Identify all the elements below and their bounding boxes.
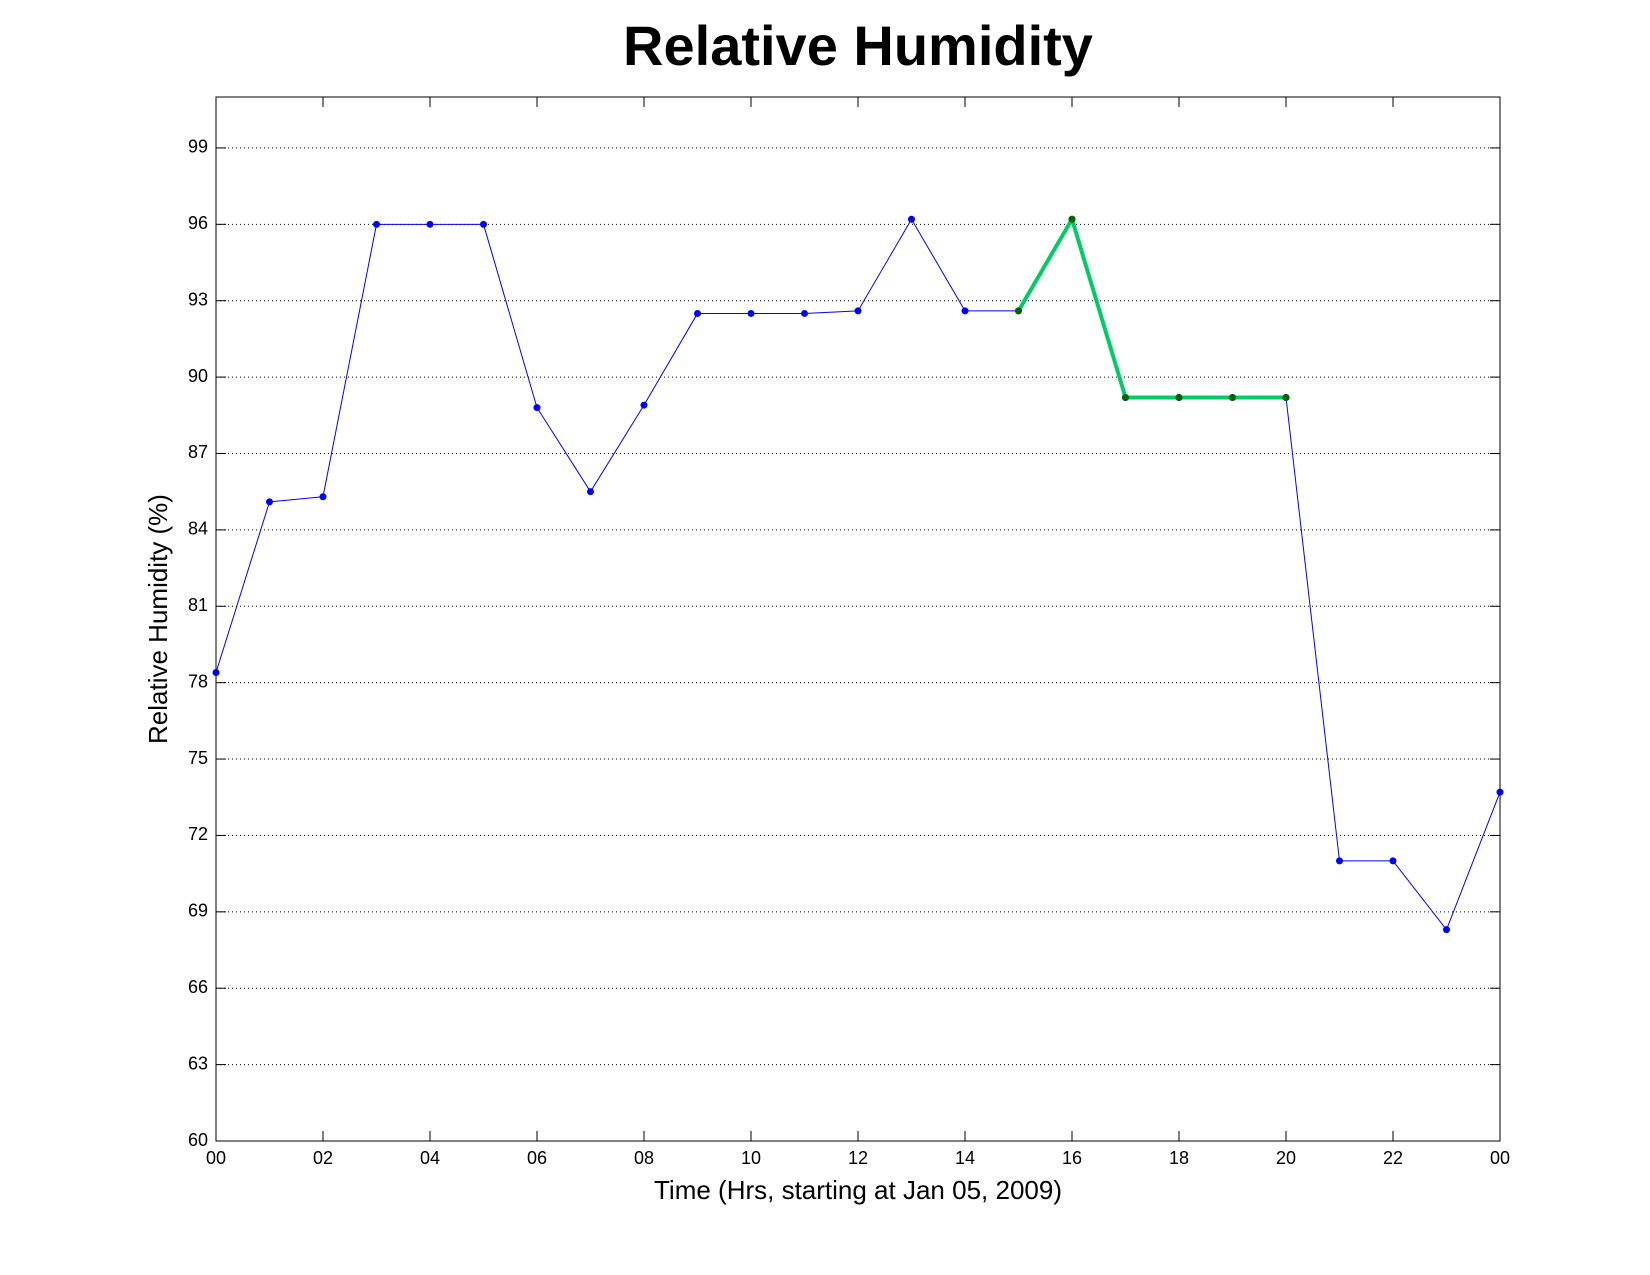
- x-tick-label: 22: [1383, 1148, 1403, 1168]
- data-point: [1122, 393, 1129, 401]
- data-point: [1389, 857, 1397, 865]
- y-tick-label: 96: [188, 213, 208, 233]
- x-tick-label: 08: [634, 1148, 654, 1168]
- data-point: [908, 215, 915, 223]
- y-tick-label: 87: [188, 442, 208, 462]
- data-point: [480, 220, 487, 228]
- x-tick-label: 02: [313, 1148, 333, 1168]
- y-tick-label: 75: [188, 748, 208, 768]
- data-point: [1229, 393, 1236, 401]
- data-point: [1496, 788, 1504, 796]
- data-point: [801, 309, 808, 317]
- data-point: [426, 220, 434, 228]
- data-point: [961, 307, 969, 315]
- x-tick-label: 06: [527, 1148, 547, 1168]
- y-tick-label: 78: [188, 671, 208, 691]
- x-axis-label: Time (Hrs, starting at Jan 05, 2009): [654, 1175, 1062, 1205]
- data-point: [587, 488, 594, 496]
- y-tick-label: 60: [188, 1130, 208, 1150]
- data-point: [373, 220, 380, 228]
- series-line: [1016, 217, 1286, 400]
- y-tick-label: 84: [188, 519, 208, 539]
- x-tick-label: 12: [848, 1148, 868, 1168]
- data-point: [747, 309, 755, 317]
- x-tick-label: 18: [1169, 1148, 1189, 1168]
- data-point: [640, 401, 648, 409]
- x-tick-label: 00: [206, 1148, 226, 1168]
- data-point: [1336, 857, 1343, 865]
- x-tick-label: 10: [741, 1148, 761, 1168]
- x-tick-label: 04: [420, 1148, 440, 1168]
- y-tick-label: 69: [188, 901, 208, 921]
- x-tick-label: 16: [1062, 1148, 1082, 1168]
- y-tick-label: 72: [188, 824, 208, 844]
- y-tick-label: 93: [188, 289, 208, 309]
- data-point: [1175, 393, 1183, 401]
- data-point: [533, 404, 541, 412]
- data-point: [266, 498, 273, 506]
- data-point: [1282, 393, 1290, 401]
- plot-frame: [215, 96, 1501, 1142]
- data-point: [1443, 926, 1450, 934]
- x-tick-label: 14: [955, 1148, 975, 1168]
- data-point: [1015, 307, 1022, 315]
- y-tick-label: 90: [188, 366, 208, 386]
- y-axis-label: Relative Humidity (%): [143, 494, 173, 744]
- y-tick-label: 63: [188, 1053, 208, 1073]
- y-tick-label: 99: [188, 137, 208, 157]
- chart-title: Relative Humidity: [623, 14, 1093, 77]
- y-tick-label: 66: [188, 977, 208, 997]
- x-tick-label: 00: [1490, 1148, 1510, 1168]
- data-point: [854, 307, 862, 315]
- data-point: [212, 668, 220, 676]
- data-point: [319, 493, 327, 501]
- x-tick-label: 20: [1276, 1148, 1296, 1168]
- data-point: [1068, 215, 1076, 223]
- y-tick-label: 81: [188, 595, 208, 615]
- data-point: [694, 309, 701, 317]
